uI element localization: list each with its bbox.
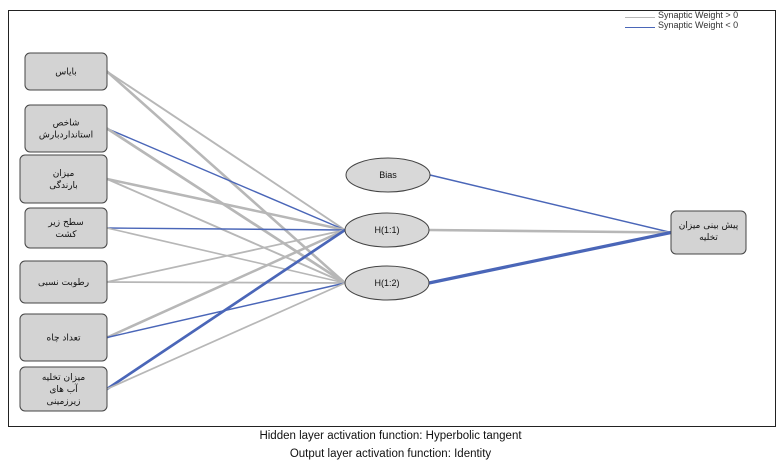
input-node-label: میزان تخلیه <box>42 373 85 383</box>
edge-bias-to-out <box>429 174 672 234</box>
input-node-label: زیرزمینی <box>47 397 81 407</box>
edge-in4-to-h1 <box>106 229 346 283</box>
input-node-6: تعداد چاه <box>19 313 108 362</box>
network-diagram-frame: بایاس شاخص استاندارد‌بارش میزان بارندگی سطح ز… <box>8 10 776 427</box>
hidden-node-1: H(1:1) <box>344 212 430 248</box>
edge-in0-to-h2 <box>105 70 347 285</box>
edge-in6-to-h2 <box>106 282 346 390</box>
hidden-node-label: H(1:1) <box>374 225 399 235</box>
input-node-label: شاخص <box>53 119 80 129</box>
output-node-label: تخلیه <box>699 233 718 243</box>
hidden-node-label: H(1:2) <box>374 278 399 288</box>
edge-in2-to-h1 <box>105 177 347 232</box>
hidden-bias-label: Bias <box>379 170 397 180</box>
input-node-label: آب های <box>49 383 78 395</box>
input-node-4: سطح زیر کشت <box>24 207 108 249</box>
legend-negative-line <box>625 27 655 28</box>
edge-in5-to-h1 <box>105 228 347 339</box>
edge-in6-to-h1 <box>105 228 347 391</box>
edge-in0-to-h1 <box>106 70 346 231</box>
legend-positive-line <box>625 17 655 18</box>
input-node-label: رطوبت نسبی <box>38 278 89 288</box>
input-node-1: بایاس <box>24 52 108 91</box>
legend-positive-label: Synaptic Weight > 0 <box>658 10 739 20</box>
hidden-bias-node: Bias <box>345 157 431 193</box>
input-node-label: میزان <box>53 169 75 179</box>
input-node-label: سطح زیر <box>47 218 83 228</box>
input-node-label: بایاس <box>55 68 76 78</box>
edge-h1-to-out <box>427 228 673 234</box>
edge-h2-to-out <box>427 230 673 285</box>
legend-negative-label: Synaptic Weight < 0 <box>658 20 739 30</box>
output-node: پیش بینی میزان تخلیه <box>670 210 747 255</box>
input-node-5: رطوبت نسبی <box>19 260 108 304</box>
input-node-label: بارندگی <box>49 179 78 191</box>
edge-in1-to-h1 <box>106 127 346 231</box>
input-node-label: تعداد چاه <box>47 334 81 344</box>
hidden-node-2: H(1:2) <box>344 265 430 301</box>
input-node-2: شاخص استاندارد‌بارش <box>24 104 108 153</box>
edge-in2-to-h2 <box>106 178 346 284</box>
edge-in3-to-h1 <box>106 227 346 231</box>
input-node-label: کشت <box>55 230 77 240</box>
output-node-label: پیش بینی میزان <box>679 221 739 231</box>
output-activation-caption: Output layer activation function: Identi… <box>289 448 492 460</box>
hidden-activation-caption: Hidden layer activation function: Hyperb… <box>259 430 522 442</box>
input-node-label: استاندارد‌بارش <box>39 131 93 141</box>
